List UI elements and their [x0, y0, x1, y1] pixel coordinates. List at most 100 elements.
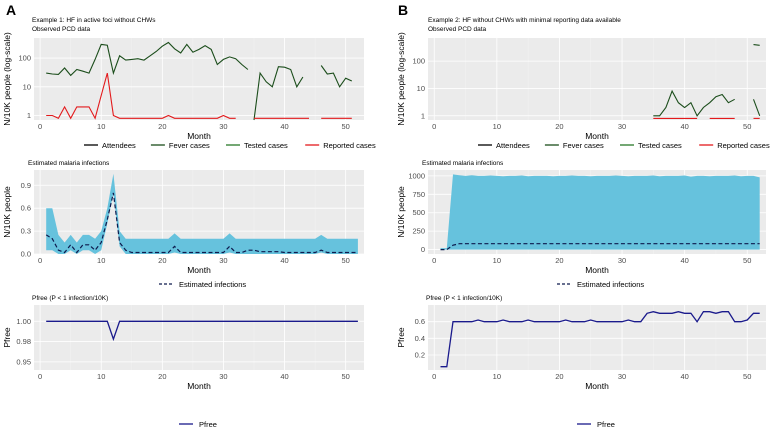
y-tick-label: 1.00 [16, 317, 31, 326]
legend: Attendees Fever cases Tested cases Reported… [84, 141, 376, 150]
legend-label: Pfree [597, 420, 615, 429]
plot-panel [34, 305, 364, 370]
y-tick-label: 100 [412, 57, 425, 66]
x-tick-label: 0 [432, 256, 436, 265]
y-tick-label: 0.3 [21, 227, 31, 236]
x-tick-label: 50 [743, 372, 751, 381]
legend: Estimated infections [159, 280, 246, 289]
x-tick-label: 50 [743, 256, 751, 265]
panel-b-title: Example 2: HF without CHWs with minimal … [428, 17, 621, 24]
y-tick-label: 0.98 [16, 337, 31, 346]
legend: Attendees Fever cases Tested cases Reported… [478, 141, 770, 150]
x-tick-label: 10 [97, 256, 105, 265]
series-line-tested-cases [653, 89, 735, 117]
legend-label: Tested cases [638, 141, 682, 150]
x-tick-label: 40 [280, 122, 288, 131]
x-tick-label: 0 [432, 372, 436, 381]
x-tick-label: 10 [97, 122, 105, 131]
x-tick-label: 30 [618, 122, 626, 131]
y-tick-label: 10 [417, 84, 425, 93]
chart-subtitle: Estimated malaria infections [422, 160, 504, 167]
x-tick-label: 20 [158, 372, 166, 381]
x-tick-label: 40 [680, 256, 688, 265]
plot-panel [428, 38, 766, 120]
x-tick-label: 20 [555, 122, 563, 131]
series-line-tested-cases [752, 99, 761, 116]
y-tick-label: 0.95 [16, 357, 31, 366]
chart-B-pfree: 0 10 20 30 40 50 0.2 0.4 0.6 Month Pfree Pfree (P <… [396, 295, 766, 429]
x-tick-label: 10 [97, 372, 105, 381]
x-axis-title: Month [585, 381, 609, 391]
y-tick-label: 0.4 [415, 334, 425, 343]
plot-panel [34, 38, 364, 120]
x-tick-label: 10 [493, 122, 501, 131]
panel-a-subtitle: Observed PCD data [32, 26, 91, 33]
x-axis-title: Month [187, 131, 211, 141]
series-line-tested-cases [46, 41, 249, 77]
x-tick-label: 40 [680, 372, 688, 381]
x-tick-label: 30 [219, 122, 227, 131]
panel-a-title: Example 1: HF in active foci without CHW… [32, 17, 156, 24]
chart-subtitle: Pfree (P < 1 infection/10K) [426, 295, 502, 302]
pfree-line [440, 311, 760, 368]
legend-label: Reported cases [717, 141, 770, 150]
y-tick-label: 500 [412, 208, 425, 217]
x-tick-label: 0 [38, 256, 42, 265]
x-tick-label: 20 [555, 372, 563, 381]
y-tick-label: 1000 [408, 171, 425, 180]
y-tick-label: 750 [412, 190, 425, 199]
legend-label: Fever cases [563, 141, 604, 150]
x-tick-label: 40 [280, 372, 288, 381]
uncertainty-ribbon [46, 173, 358, 254]
x-tick-label: 0 [432, 122, 436, 131]
y-axis-title: Pfree [396, 327, 406, 348]
x-tick-label: 30 [219, 256, 227, 265]
series-line-tested-cases [253, 66, 304, 121]
series-line-reported-cases [46, 72, 236, 120]
x-tick-label: 30 [618, 372, 626, 381]
legend: Pfree [577, 420, 615, 429]
y-tick-label: 250 [412, 227, 425, 236]
y-axis-title: Pfree [2, 327, 12, 348]
x-tick-label: 20 [555, 256, 563, 265]
estimated-infections-line [45, 192, 358, 254]
chart-A-pfree: 0 10 20 30 40 50 0.95 0.98 1.00 Month Pfree Pfree (… [2, 295, 364, 429]
panel-letter-b: B [398, 2, 408, 18]
panel-letter-a: A [6, 2, 16, 18]
legend-label: Fever cases [169, 141, 210, 150]
x-tick-label: 20 [158, 122, 166, 131]
legend: Pfree [179, 420, 217, 429]
x-axis-title: Month [585, 131, 609, 141]
y-tick-label: 0.2 [415, 351, 425, 360]
legend-label: Estimated infections [577, 280, 644, 289]
chart-A-observed: 0 10 20 30 40 50 1 10 100 Month N/10K people (log-… [2, 32, 376, 150]
legend: Estimated infections [557, 280, 644, 289]
x-tick-label: 20 [158, 256, 166, 265]
x-tick-label: 10 [493, 256, 501, 265]
chart-subtitle: Estimated malaria infections [28, 160, 110, 167]
chart-A-estimated: 0 10 20 30 40 50 0.0 0.3 0.6 0.9 Month N/10K people… [2, 160, 364, 289]
y-tick-label: 0.0 [21, 250, 31, 259]
legend-label: Attendees [102, 141, 136, 150]
legend-label: Tested cases [244, 141, 288, 150]
legend-label: Pfree [199, 420, 217, 429]
x-tick-label: 10 [493, 372, 501, 381]
y-tick-label: 1 [27, 111, 31, 120]
chart-B-observed: 0 10 20 30 40 50 1 10 100 Month N/10K people (log-… [396, 32, 770, 150]
x-tick-label: 50 [743, 122, 751, 131]
y-tick-label: 0.9 [21, 181, 31, 190]
legend-label: Estimated infections [179, 280, 246, 289]
y-tick-label: 0 [421, 245, 425, 254]
x-tick-label: 30 [219, 372, 227, 381]
x-axis-title: Month [585, 265, 609, 275]
x-tick-label: 40 [280, 256, 288, 265]
panel-b-subtitle: Observed PCD data [428, 26, 487, 33]
y-tick-label: 0.6 [21, 204, 31, 213]
pfree-line [46, 320, 358, 342]
legend-label: Reported cases [323, 141, 376, 150]
x-tick-label: 0 [38, 372, 42, 381]
y-tick-label: 100 [18, 54, 31, 63]
x-tick-label: 50 [341, 372, 349, 381]
